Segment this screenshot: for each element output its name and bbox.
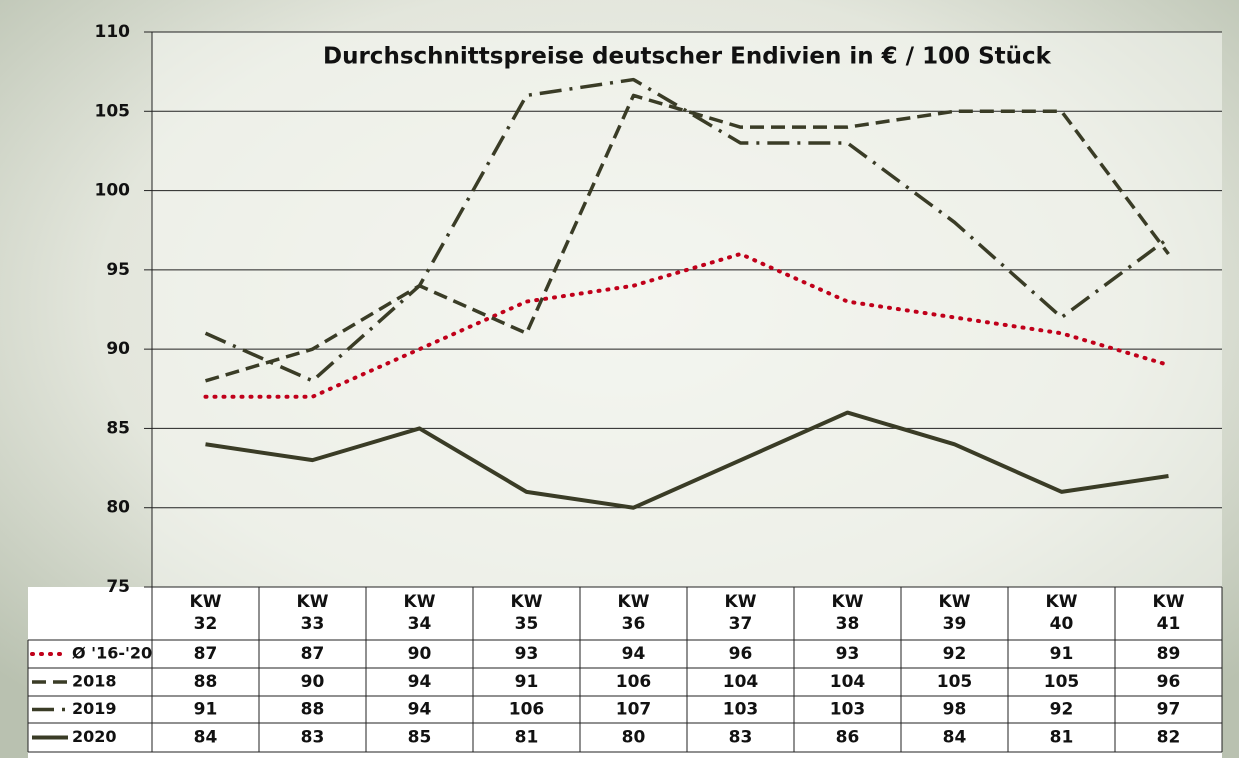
table-value: 81 xyxy=(515,728,539,748)
legend-label: 2018 xyxy=(72,672,117,691)
x-tick-label: KW 38 xyxy=(831,592,864,634)
table-value: 93 xyxy=(515,644,539,664)
table-value: 92 xyxy=(943,644,967,664)
table-value: 92 xyxy=(1050,700,1074,720)
table-value: 96 xyxy=(1157,672,1181,692)
table-value: 84 xyxy=(943,728,967,748)
table-value: 106 xyxy=(509,700,545,720)
table-value: 91 xyxy=(515,672,539,692)
series-line xyxy=(205,410,1169,510)
table-value: 89 xyxy=(1157,644,1181,664)
x-tick-label-box: KW 36 xyxy=(617,592,650,634)
table-value: 88 xyxy=(301,700,325,720)
table-value: 87 xyxy=(194,644,218,664)
table-value: 94 xyxy=(622,644,646,664)
table-value: 83 xyxy=(729,728,753,748)
table-value: 83 xyxy=(301,728,325,748)
x-tick-label-box: KW 38 xyxy=(831,592,864,634)
chart-title: Durchschnittspreise deutscher Endivien i… xyxy=(323,44,1052,70)
legend-label: 2020 xyxy=(72,727,117,746)
legend-label: 2019 xyxy=(72,699,117,718)
legend-label: Ø '16-'20 xyxy=(72,644,152,663)
table-value: 96 xyxy=(729,644,753,664)
x-tick-label-box: KW 40 xyxy=(1045,592,1078,634)
x-tick-label-box: KW 32 xyxy=(189,592,222,634)
table-value: 94 xyxy=(408,700,432,720)
series-line xyxy=(203,252,1171,399)
table-value: 82 xyxy=(1157,728,1181,748)
plot-area xyxy=(152,32,1222,587)
y-tick-label: 80 xyxy=(106,498,130,518)
table-value: 94 xyxy=(408,672,432,692)
y-tick-label: 85 xyxy=(106,418,130,438)
x-tick-label: KW 33 xyxy=(296,592,329,634)
table-value: 91 xyxy=(1050,644,1074,664)
x-tick-label-box: KW 35 xyxy=(510,592,543,634)
table-value: 104 xyxy=(830,672,866,692)
table-value: 106 xyxy=(616,672,652,692)
y-tick-label: 90 xyxy=(106,339,130,359)
table-value: 107 xyxy=(616,700,652,720)
table-value: 105 xyxy=(1044,672,1080,692)
table-value: 81 xyxy=(1050,728,1074,748)
y-tick-label: 110 xyxy=(95,22,131,42)
table-value: 86 xyxy=(836,728,860,748)
y-tick-label: 105 xyxy=(95,101,131,121)
table-value: 97 xyxy=(1157,700,1181,720)
x-tick-label: KW 40 xyxy=(1045,592,1078,634)
table-value: 104 xyxy=(723,672,759,692)
x-tick-label: KW 32 xyxy=(189,592,222,634)
x-tick-label: KW 37 xyxy=(724,592,757,634)
x-tick-label-box: KW 41 xyxy=(1152,592,1185,634)
x-tick-label: KW 39 xyxy=(938,592,971,634)
table-value: 103 xyxy=(723,700,759,720)
table-value: 91 xyxy=(194,700,218,720)
series-line xyxy=(205,93,1170,383)
table-area xyxy=(28,587,1222,758)
table-value: 93 xyxy=(836,644,860,664)
x-tick-label: KW 34 xyxy=(403,592,436,634)
x-tick-label-box: KW 39 xyxy=(938,592,971,634)
table-value: 80 xyxy=(622,728,646,748)
table-value: 90 xyxy=(301,672,325,692)
x-tick-label: KW 41 xyxy=(1152,592,1185,634)
x-tick-label: KW 35 xyxy=(510,592,543,634)
x-tick-label-box: KW 37 xyxy=(724,592,757,634)
table-value: 88 xyxy=(194,672,218,692)
table-value: 84 xyxy=(194,728,218,748)
table-value: 85 xyxy=(408,728,432,748)
y-tick-label: 75 xyxy=(106,577,130,597)
x-tick-label-box: KW 33 xyxy=(296,592,329,634)
table-value: 103 xyxy=(830,700,866,720)
table-value: 98 xyxy=(943,700,967,720)
table-value: 87 xyxy=(301,644,325,664)
y-tick-label: 95 xyxy=(106,260,130,280)
x-tick-label-box: KW 34 xyxy=(403,592,436,634)
y-tick-label: 100 xyxy=(95,181,131,201)
x-tick-label: KW 36 xyxy=(617,592,650,634)
table-value: 105 xyxy=(937,672,973,692)
table-value: 90 xyxy=(408,644,432,664)
